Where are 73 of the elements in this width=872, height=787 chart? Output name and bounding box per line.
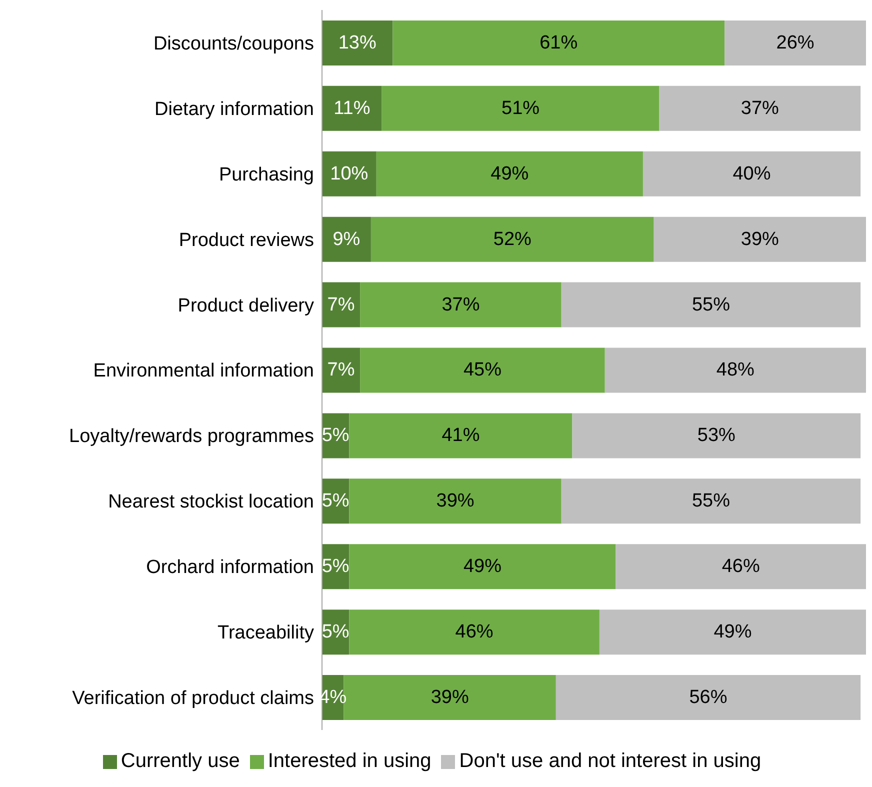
data-label: 48%	[716, 360, 755, 381]
data-label: 61%	[540, 32, 578, 54]
y-tick-label: Environmental information	[93, 360, 314, 382]
y-tick-label: Loyalty/rewards programmes	[69, 426, 314, 448]
data-label: 49%	[490, 163, 529, 184]
bar	[360, 282, 562, 328]
bar	[349, 610, 600, 655]
bar	[604, 348, 866, 393]
bar	[654, 216, 866, 262]
y-tick-label: Purchasing	[218, 164, 314, 186]
data-label: 37%	[442, 294, 480, 316]
data-label: 55%	[692, 490, 730, 512]
y-tick-label: Discounts/coupons	[153, 33, 314, 54]
bar	[382, 86, 660, 131]
data-label: 46%	[722, 556, 760, 578]
data-label: 7%	[327, 294, 355, 316]
y-tick-label: Product delivery	[178, 295, 314, 316]
y-tick-label: Dietary information	[154, 98, 314, 120]
bar	[561, 478, 861, 524]
bar	[392, 20, 725, 66]
data-label: 39%	[740, 228, 780, 250]
y-tick-label: Product reviews	[178, 230, 314, 251]
data-label: 13%	[338, 32, 376, 54]
bar	[322, 282, 360, 328]
bar	[659, 86, 861, 131]
bar	[724, 20, 866, 66]
bar	[370, 216, 654, 262]
data-label: 26%	[776, 32, 814, 54]
data-label: 51%	[502, 98, 540, 119]
data-label: 53%	[697, 425, 736, 446]
data-label: 11%	[334, 98, 370, 119]
bar	[376, 151, 643, 196]
y-tick-label: Traceability	[218, 622, 314, 644]
data-label: 5%	[322, 425, 350, 446]
bar	[322, 20, 393, 66]
bar	[349, 544, 616, 590]
bar	[322, 86, 382, 131]
y-tick-label: Orchard information	[146, 557, 314, 578]
data-label: 49%	[714, 622, 752, 643]
bar	[349, 478, 562, 524]
data-label: 52%	[493, 228, 532, 250]
legend-label: Don't use and not interest in using	[459, 750, 762, 772]
data-label: 41%	[442, 425, 480, 446]
bar	[561, 282, 861, 328]
bar	[642, 151, 861, 196]
data-label: 49%	[463, 556, 502, 578]
bar	[349, 413, 572, 458]
bar	[322, 216, 371, 262]
y-tick-label: Nearest stockist location	[108, 492, 314, 513]
data-label: 40%	[732, 163, 771, 184]
data-label: 5%	[322, 622, 350, 643]
data-label: 37%	[740, 98, 780, 119]
bar	[322, 151, 376, 196]
data-label: 39%	[430, 687, 469, 708]
data-label: 5%	[322, 556, 350, 578]
data-label: 7%	[327, 360, 355, 381]
data-label: 46%	[455, 622, 494, 643]
legend-label: Interested in using	[268, 750, 432, 772]
data-label: 39%	[436, 490, 474, 512]
data-label: 45%	[463, 360, 502, 381]
data-label: 9%	[332, 228, 360, 250]
bar	[556, 675, 861, 720]
bar	[616, 544, 866, 590]
bar	[360, 348, 605, 393]
data-label: 10%	[330, 163, 368, 184]
data-label: 56%	[689, 687, 728, 708]
bar	[572, 413, 861, 458]
bar	[322, 348, 360, 393]
legend-label: Currently use	[120, 750, 240, 772]
data-label: 55%	[692, 294, 730, 316]
data-label: 5%	[322, 490, 350, 512]
bar	[599, 610, 866, 655]
y-tick-label: Verification of product claims	[72, 688, 314, 710]
